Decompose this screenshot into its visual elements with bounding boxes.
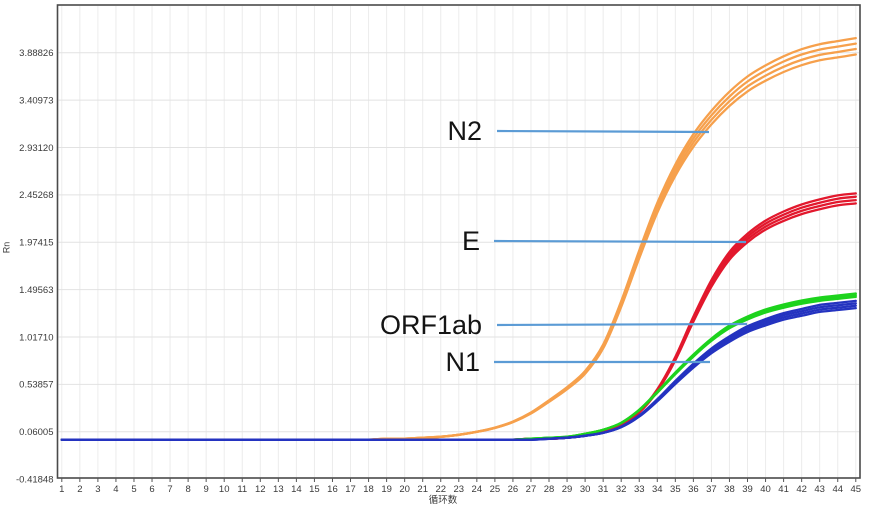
x-tick-label: 25 [490,484,501,495]
y-tick-label: 1.49563 [19,285,53,296]
horizontal-gridlines [58,52,859,433]
x-tick-label: 30 [580,484,591,495]
x-tick-label: 24 [472,484,483,495]
x-tick-label: 37 [706,484,717,495]
x-tick-label: 17 [345,484,356,495]
x-tick-label: 14 [291,484,302,495]
annotation-ORF1ab-callout-line [496,322,748,327]
x-tick-label: 1 [59,484,64,495]
x-tick-label: 33 [634,484,645,495]
x-axis-title: 循环数 [428,495,458,506]
x-tick-label: 23 [454,484,465,495]
y-axis-title: Rn [1,241,12,254]
y-tick-label: 0.53857 [19,380,53,391]
annotation-ORF1ab-label: ORF1ab [380,310,482,340]
x-tick-label: 42 [796,484,807,495]
x-tick-label: 39 [742,484,753,495]
curve-group-N1 [60,299,857,441]
x-tick-label: 5 [131,484,136,495]
x-tick-label: 19 [381,484,392,495]
annotation-E-label: E [462,226,480,256]
vertical-gridlines [61,6,857,477]
x-tick-label: 45 [850,484,861,495]
y-tick-label: 3.88826 [19,48,53,59]
x-tick-label: 29 [562,484,573,495]
y-tick-label: 2.93120 [19,143,53,154]
x-axis-ticks: 1 2 3 4 5 6 7 8 9 10 11 12 13 14 15 16 17 18 19 20 21 22 23 24 2… [59,478,861,495]
x-tick-label: 35 [670,484,681,495]
x-tick-label: 16 [327,484,338,495]
y-tick-label: 0.06005 [19,427,53,438]
y-axis-ticks: 3.88826 3.40973 2.93120 2.45268 1.97415 1.495… [16,48,54,485]
x-tick-label: 28 [544,484,555,495]
x-tick-label: 4 [113,484,118,495]
x-tick-label: 22 [435,484,446,495]
x-tick-label: 15 [309,484,320,495]
x-tick-label: 21 [417,484,428,495]
x-tick-label: 41 [778,484,789,495]
x-tick-label: 31 [598,484,609,495]
x-tick-label: 13 [273,484,284,495]
x-tick-label: 2 [77,484,82,495]
annotations: N2 E ORF1ab N1 [380,116,748,377]
annotation-E-callout-line [493,239,747,244]
x-tick-label: 26 [508,484,519,495]
x-tick-label: 7 [167,484,172,495]
annotation-N2-label: N2 [447,116,482,146]
y-tick-label: 3.40973 [19,95,53,106]
x-tick-label: 6 [149,484,154,495]
x-tick-label: 18 [363,484,374,495]
curve-N1-replicate-4 [60,299,857,441]
x-tick-label: 32 [616,484,627,495]
x-tick-label: 27 [526,484,537,495]
y-tick-label: 1.97415 [19,238,53,249]
x-tick-label: 44 [832,484,843,495]
x-tick-label: 9 [204,484,209,495]
y-tick-label: 2.45268 [19,190,53,201]
x-tick-label: 36 [688,484,699,495]
x-tick-label: 43 [814,484,825,495]
x-tick-label: 11 [237,484,247,495]
x-tick-label: 34 [652,484,663,495]
annotation-N1-label: N1 [445,347,480,377]
x-tick-label: 12 [255,484,266,495]
x-tick-label: 3 [95,484,100,495]
x-tick-label: 40 [760,484,771,495]
x-tick-label: 10 [219,484,230,495]
x-tick-label: 38 [724,484,735,495]
y-tick-label: 1.01710 [19,332,53,343]
amplification-curves [60,36,857,441]
x-tick-label: 8 [185,484,190,495]
y-tick-label: -0.41848 [16,474,54,485]
x-tick-label: 20 [399,484,410,495]
annotation-N2-callout-line [496,129,710,134]
